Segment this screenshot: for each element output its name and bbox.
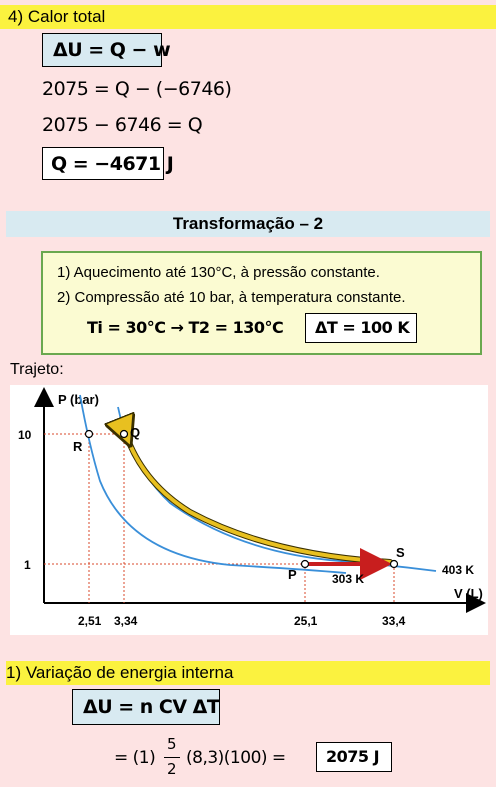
y-tick-1: 1: [24, 558, 31, 572]
calc-result: 2075 J: [326, 747, 380, 766]
equation-delta-u: ΔU = Q − w: [53, 39, 171, 61]
step-heating: 1) Aquecimento até 130°C, à pressão cons…: [57, 264, 380, 281]
path-isothermal-compression-fill: [128, 440, 392, 564]
equation-rearranged: 2075 − 6746 = Q: [42, 114, 203, 136]
equation-substitution: 2075 = Q − (−6746): [42, 78, 232, 100]
section4-title: 4) Calor total: [8, 7, 106, 26]
x-tick-251: 2,51: [78, 614, 102, 628]
trajeto-label: Trajeto:: [10, 361, 64, 378]
calc-prefix: = (1): [114, 748, 156, 768]
point-s-label: S: [396, 545, 405, 560]
isotherm-403k-label: 403 K: [442, 563, 474, 577]
fraction-bar: [164, 757, 180, 758]
x-tick-251b: 25,1: [294, 614, 318, 628]
point-q: [119, 429, 129, 439]
heat-result: Q = −4671 J: [51, 153, 174, 175]
calc-rest: (8,3)(100) =: [186, 748, 286, 768]
internal-energy-formula: ΔU = n CV ΔT: [83, 696, 220, 718]
section1-title: 1) Variação de energia interna: [6, 663, 234, 682]
point-r: [84, 429, 94, 439]
section1-header: 1) Variação de energia interna: [6, 661, 490, 685]
pv-diagram-panel: P (bar) V (L) R Q P S 303 K 403 K 10 1: [10, 385, 488, 635]
point-r-label: R: [73, 439, 83, 454]
section4-header: 4) Calor total: [0, 5, 496, 29]
heat-result-box: Q = −4671 J: [42, 147, 174, 180]
point-p: [300, 559, 310, 569]
x-axis-label: V (L): [454, 586, 483, 601]
fraction-numerator: 5: [167, 735, 177, 753]
internal-energy-equation-box: ΔU = Q − w: [42, 33, 171, 67]
step-compression: 2) Compressão até 10 bar, à temperatura …: [57, 289, 406, 306]
point-p-label: P: [288, 567, 297, 582]
calc-result-box: 2075 J: [316, 742, 392, 772]
transformation-header: Transformação – 2: [6, 211, 490, 237]
delta-t-value: ΔT = 100 K: [315, 318, 410, 337]
pv-diagram: P (bar) V (L) R Q P S 303 K 403 K 10 1: [18, 387, 486, 628]
fraction: 5 2: [162, 735, 182, 781]
transformation-title: Transformação – 2: [172, 214, 324, 233]
point-s: [389, 559, 399, 569]
y-tick-10: 10: [18, 428, 32, 442]
delta-t-box: ΔT = 100 K: [305, 313, 417, 343]
internal-energy-formula-box: ΔU = n CV ΔT: [72, 689, 220, 725]
y-axis-label: P (bar): [58, 392, 99, 407]
temperature-change: Ti = 30°C → T2 = 130°C: [87, 318, 284, 337]
transformation-steps-box: 1) Aquecimento até 130°C, à pressão cons…: [41, 251, 482, 355]
x-tick-334: 3,34: [114, 614, 138, 628]
point-q-label: Q: [130, 425, 140, 440]
isotherm-303k-label: 303 K: [332, 572, 364, 586]
isotherm-303k: [79, 394, 347, 574]
x-tick-334b: 33,4: [382, 614, 406, 628]
fraction-denominator: 2: [167, 760, 177, 778]
